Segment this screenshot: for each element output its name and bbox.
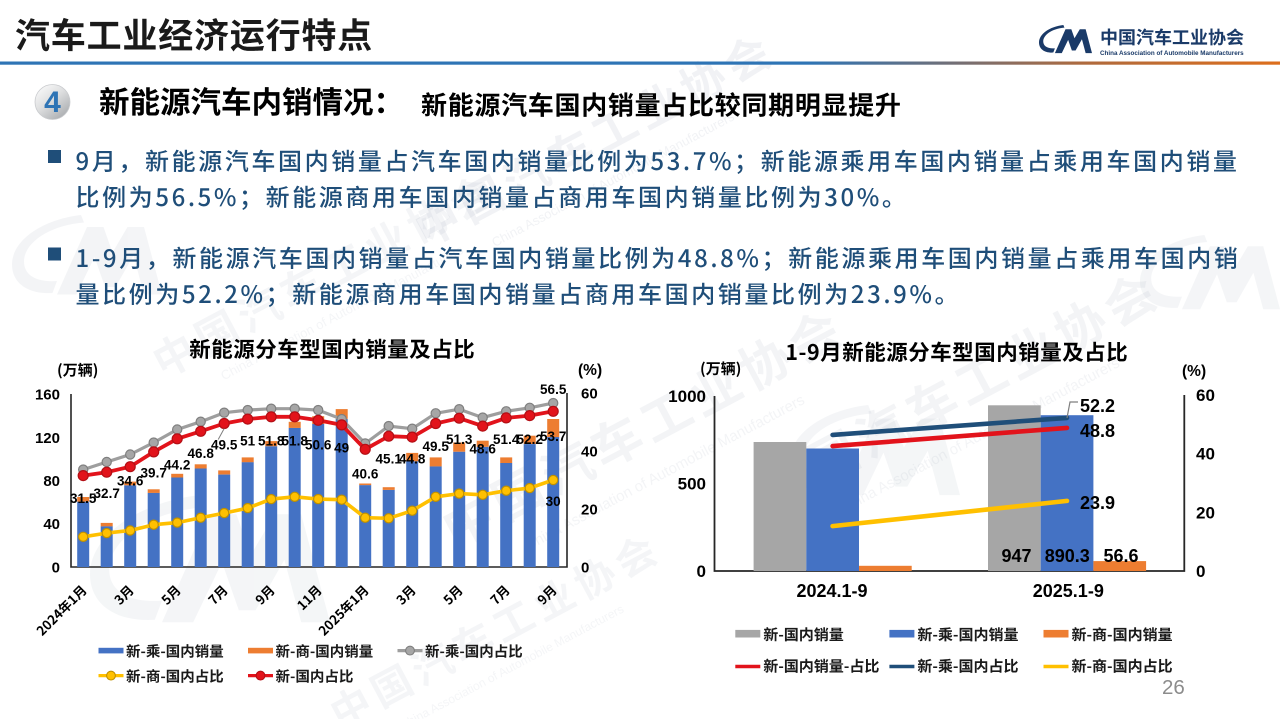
svg-text:40.6: 40.6 xyxy=(352,466,379,481)
svg-text:51.3: 51.3 xyxy=(446,432,473,447)
svg-text:2024.1-9: 2024.1-9 xyxy=(796,581,867,601)
svg-text:23.9: 23.9 xyxy=(1080,493,1115,513)
svg-text:52.2: 52.2 xyxy=(1080,396,1115,416)
svg-text:48.8: 48.8 xyxy=(1080,421,1115,441)
svg-text:32.7: 32.7 xyxy=(94,486,120,501)
svg-text:40: 40 xyxy=(581,444,598,461)
svg-text:30: 30 xyxy=(546,494,561,509)
svg-text:80: 80 xyxy=(43,473,60,490)
svg-text:49: 49 xyxy=(334,440,349,455)
svg-text:26: 26 xyxy=(1162,676,1185,699)
svg-text:(%): (%) xyxy=(1182,363,1206,380)
svg-text:53.7: 53.7 xyxy=(540,429,566,444)
svg-text:52.2: 52.2 xyxy=(517,432,543,447)
svg-text:0: 0 xyxy=(52,560,60,577)
svg-text:160: 160 xyxy=(35,387,60,404)
svg-text:50.6: 50.6 xyxy=(305,437,332,452)
svg-text:51.8: 51.8 xyxy=(258,433,285,448)
svg-text:44.2: 44.2 xyxy=(164,457,190,472)
svg-text:49.5: 49.5 xyxy=(423,439,450,454)
svg-text:60: 60 xyxy=(581,386,598,403)
svg-text:56.6: 56.6 xyxy=(1103,546,1138,566)
svg-text:51.4: 51.4 xyxy=(493,432,520,447)
svg-text:China Association of Automobil: China Association of Automobile Manufact… xyxy=(1100,50,1244,57)
svg-text:45.1: 45.1 xyxy=(376,452,403,467)
svg-text:40: 40 xyxy=(43,516,60,533)
svg-text:1000: 1000 xyxy=(668,387,706,406)
svg-text:20: 20 xyxy=(581,502,598,519)
svg-text:500: 500 xyxy=(678,475,706,494)
svg-text:120: 120 xyxy=(35,430,60,447)
svg-text:46.8: 46.8 xyxy=(188,446,215,461)
svg-text:51: 51 xyxy=(240,434,256,449)
svg-text:20: 20 xyxy=(1196,503,1215,522)
svg-text:0: 0 xyxy=(581,560,589,577)
svg-text:60: 60 xyxy=(1196,386,1215,405)
svg-text:48.6: 48.6 xyxy=(470,442,497,457)
svg-text:(%): (%) xyxy=(578,362,602,379)
svg-text:0: 0 xyxy=(697,562,706,581)
svg-text:44.8: 44.8 xyxy=(399,452,426,467)
svg-text:34.6: 34.6 xyxy=(117,474,144,489)
svg-text:49.5: 49.5 xyxy=(211,438,238,453)
svg-text:947: 947 xyxy=(1001,546,1031,566)
svg-text:51.8: 51.8 xyxy=(282,433,309,448)
svg-text:39.7: 39.7 xyxy=(141,465,167,480)
svg-text:2025.1-9: 2025.1-9 xyxy=(1033,581,1104,601)
svg-text:31.5: 31.5 xyxy=(70,491,97,506)
svg-text:40: 40 xyxy=(1196,445,1215,464)
svg-text:56.5: 56.5 xyxy=(540,382,567,397)
svg-text:890.3: 890.3 xyxy=(1045,546,1090,566)
svg-text:0: 0 xyxy=(1196,562,1205,581)
svg-text:4: 4 xyxy=(44,86,61,119)
